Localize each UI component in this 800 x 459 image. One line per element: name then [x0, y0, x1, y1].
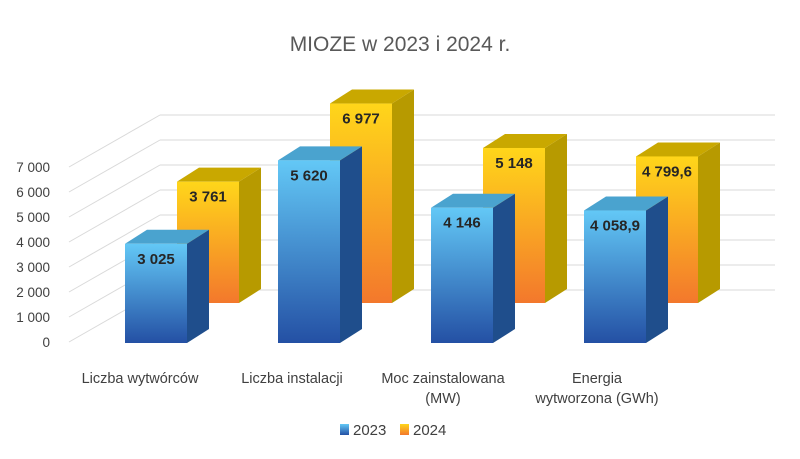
data-label: 5 620	[290, 167, 328, 184]
x-axis: Liczba wytwórców Liczba instalacji Moc zai…	[82, 371, 659, 407]
legend-swatch	[400, 424, 409, 435]
bar-top	[584, 196, 668, 211]
bar-side	[187, 229, 209, 343]
data-label: 6 977	[342, 111, 380, 128]
gridline-side	[68, 139, 161, 193]
legend-label: 2023	[353, 422, 386, 439]
gridline-side	[68, 214, 161, 268]
y-tick-label: 6 000	[16, 185, 50, 200]
bar-side	[698, 142, 720, 303]
x-tick-label: Liczba instalacji	[241, 371, 343, 387]
legend-label: 2024	[413, 422, 446, 439]
bar-side	[239, 167, 261, 303]
gridline-side	[68, 189, 161, 243]
data-label: 3 025	[137, 251, 175, 268]
data-label: 3 761	[189, 189, 227, 206]
y-tick-label: 1 000	[16, 310, 50, 325]
bar-2023: 4 146	[431, 193, 515, 343]
legend: 2023 2024	[340, 422, 446, 439]
bars: 3 761 3 025 6 977 5 620 5 148 4 146 4 799,6 4 0…	[125, 89, 720, 343]
data-label: 4 058,9	[590, 218, 640, 235]
y-axis: 0 1 000 2 000 3 000 4 000 5 000 6 000 7 000	[16, 160, 50, 350]
y-tick-label: 0	[42, 335, 50, 350]
bar-top	[278, 146, 362, 161]
y-tick-label: 2 000	[16, 285, 50, 300]
x-tick-label: wytworzona (GWh)	[534, 391, 658, 407]
x-tick-label: Liczba wytwórców	[82, 371, 199, 387]
gridline-side	[68, 114, 161, 168]
bar-front	[584, 210, 646, 343]
bar-side	[340, 146, 362, 343]
bar-front	[431, 207, 493, 343]
bar-2023: 4 058,9	[584, 196, 668, 343]
gridline-side	[68, 164, 161, 218]
legend-swatch	[340, 424, 349, 435]
bar-front	[278, 160, 340, 343]
bar-top	[636, 142, 720, 157]
bar-2023: 3 025	[125, 229, 209, 343]
x-tick-label: Energia	[572, 371, 623, 387]
y-tick-label: 5 000	[16, 210, 50, 225]
legend-item: 2024	[400, 422, 446, 439]
bar-top	[483, 133, 567, 148]
legend-item: 2023	[340, 422, 386, 439]
y-tick-label: 4 000	[16, 235, 50, 250]
chart-title: MIOZE w 2023 i 2024 r.	[290, 33, 511, 56]
bar-top	[431, 193, 515, 208]
y-tick-label: 3 000	[16, 260, 50, 275]
data-label: 4 799,6	[642, 163, 692, 180]
bar-front	[125, 243, 187, 343]
bar-top	[330, 89, 414, 104]
data-label: 4 146	[443, 215, 481, 232]
x-tick-label: (MW)	[425, 391, 460, 407]
y-tick-label: 7 000	[16, 160, 50, 175]
x-tick-label: Moc zainstalowana	[381, 371, 505, 387]
bar-top	[177, 167, 261, 182]
data-label: 5 148	[495, 155, 533, 172]
bar-side	[545, 133, 567, 303]
bar-side	[493, 193, 515, 343]
bar-2023: 5 620	[278, 146, 362, 343]
bar-top	[125, 229, 209, 244]
bar-side	[646, 196, 668, 343]
bar-side	[392, 89, 414, 304]
